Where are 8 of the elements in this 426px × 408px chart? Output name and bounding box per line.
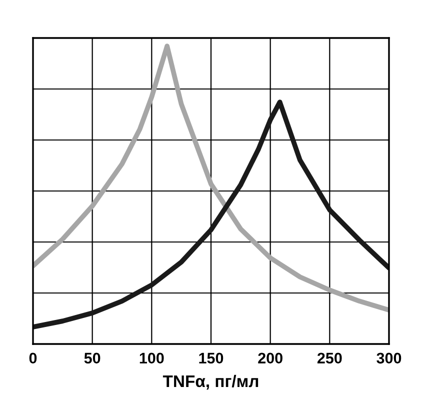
x-tick-label: 100 [140, 352, 164, 364]
x-tick-label: 200 [258, 352, 282, 364]
x-tick-label: 0 [29, 352, 37, 364]
x-axis-title: TNFα, пг/мл [162, 374, 258, 390]
x-tick-label: 300 [376, 352, 402, 364]
x-tick-label: 150 [199, 352, 224, 364]
x-tick-label: 250 [317, 352, 342, 364]
x-tick-label: 50 [84, 352, 100, 364]
